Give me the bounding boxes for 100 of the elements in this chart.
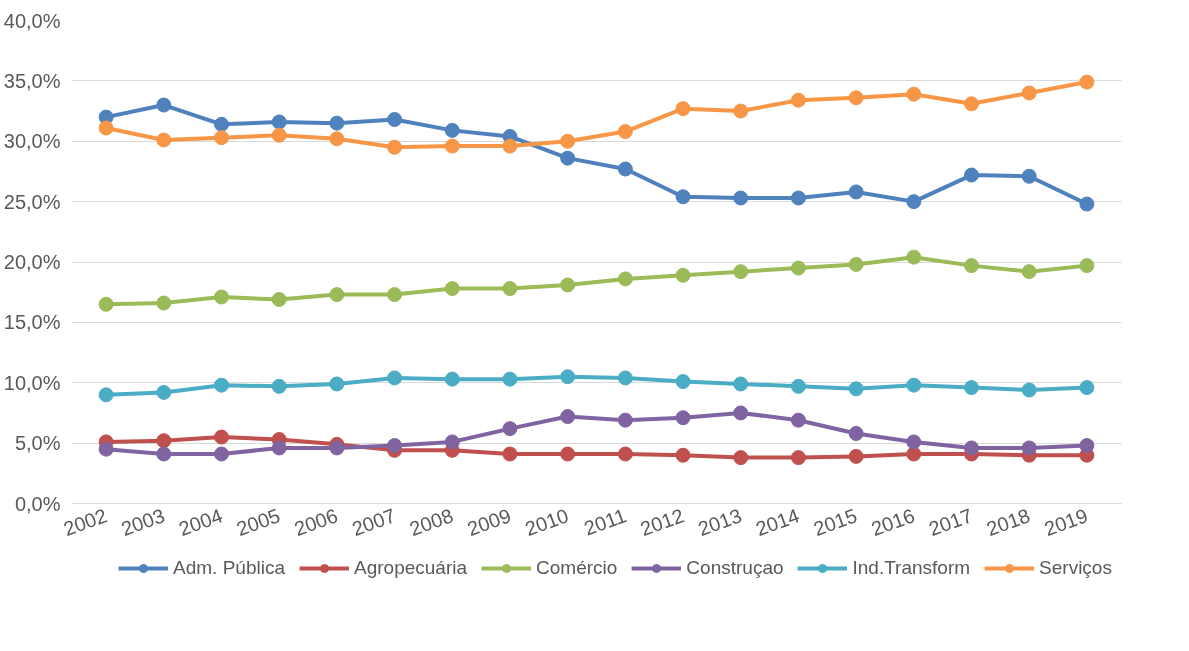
point [214, 116, 229, 132]
point [848, 425, 864, 441]
legend-label: Serviços [1039, 557, 1112, 579]
point [271, 378, 287, 394]
point [675, 189, 691, 205]
point [156, 132, 172, 148]
point [271, 291, 287, 307]
x-tick-label: 2011 [581, 504, 630, 540]
x-tick-label: 2006 [291, 504, 341, 541]
point [733, 103, 749, 119]
point [964, 258, 979, 274]
point [214, 429, 229, 445]
point [906, 434, 922, 450]
x-tick-label: 2015 [810, 504, 860, 541]
point [790, 378, 806, 394]
point [329, 115, 345, 131]
point [906, 249, 922, 265]
point [387, 370, 403, 386]
point [617, 412, 633, 428]
point [387, 438, 403, 454]
point [1021, 85, 1037, 101]
point [560, 409, 576, 425]
point [444, 434, 460, 450]
point [675, 374, 691, 390]
point [848, 256, 864, 272]
x-tick-label: 2014 [752, 504, 803, 541]
x-tick-label: 2008 [406, 504, 457, 541]
x-tick-label: 2009 [464, 504, 514, 541]
point [444, 281, 460, 297]
x-tick-label: 2019 [1041, 504, 1091, 541]
point [906, 86, 922, 102]
x-tick-label: 2004 [175, 504, 226, 541]
x-tick-label: 2018 [983, 504, 1033, 541]
point [98, 441, 114, 457]
point [848, 90, 864, 106]
point [271, 440, 287, 456]
point [733, 405, 749, 421]
legend-label: Agropecuária [354, 557, 468, 579]
point [156, 295, 172, 311]
y-tick-label: 10,0% [3, 371, 61, 394]
point [214, 377, 229, 393]
point [964, 167, 979, 183]
point [1079, 74, 1095, 90]
point [790, 260, 806, 276]
point [271, 127, 287, 143]
point [444, 138, 460, 154]
point [329, 131, 345, 147]
point [560, 150, 576, 166]
point [1021, 382, 1037, 398]
legend-label: Comércio [536, 557, 618, 579]
point [675, 447, 691, 463]
point [329, 287, 345, 303]
point [444, 122, 460, 138]
point [1021, 168, 1037, 184]
point [502, 446, 518, 462]
point [964, 380, 979, 396]
legend-label: Adm. Pública [173, 557, 286, 579]
y-tick-label: 25,0% [3, 190, 61, 213]
point [502, 281, 518, 297]
point [675, 410, 691, 426]
point [98, 387, 114, 403]
point [964, 96, 979, 112]
point [387, 287, 403, 303]
point [156, 433, 172, 449]
point [329, 440, 345, 456]
point [214, 130, 229, 146]
y-tick-label: 5,0% [14, 432, 61, 455]
point [156, 97, 172, 113]
point [1021, 264, 1037, 280]
point [906, 377, 922, 393]
x-tick-label: 2010 [522, 504, 572, 541]
x-tick-label: 2003 [118, 504, 168, 541]
point [1079, 438, 1095, 454]
x-tick-label: 2012 [637, 504, 687, 541]
point [560, 133, 576, 149]
legend-label: Construçao [686, 557, 784, 579]
point [906, 446, 922, 462]
point [329, 376, 345, 392]
x-tick-label: 2007 [349, 504, 399, 541]
point [790, 190, 806, 206]
legend-label: Ind.Transform [852, 557, 971, 579]
point [271, 114, 287, 130]
point [502, 421, 518, 437]
point [387, 139, 403, 155]
point [790, 450, 806, 466]
point [156, 446, 172, 462]
point [848, 381, 864, 397]
point [502, 371, 518, 387]
point [1079, 258, 1095, 274]
y-tick-label: 0,0% [14, 492, 61, 515]
x-tick-label: 2005 [233, 504, 283, 541]
point [617, 271, 633, 287]
x-tick-label: 2017 [925, 504, 976, 541]
point [560, 369, 576, 385]
point [98, 296, 114, 312]
point [617, 370, 633, 386]
point [617, 446, 633, 462]
point [1079, 380, 1095, 396]
point [98, 120, 114, 136]
x-tick-label: 2013 [695, 504, 745, 541]
